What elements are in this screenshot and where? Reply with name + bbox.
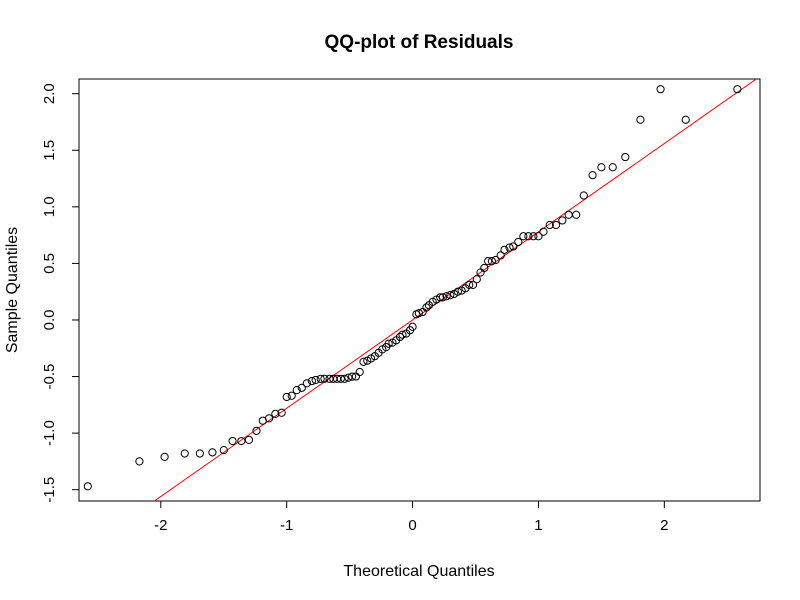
x-axis: -2 -1 0 1 2 [154, 501, 669, 534]
data-point [529, 232, 538, 241]
data-point [195, 449, 204, 458]
data-point [524, 232, 533, 241]
data-point [348, 372, 357, 381]
data-point [579, 191, 588, 200]
data-point [271, 409, 280, 418]
data-point [438, 293, 447, 302]
data-point [336, 374, 345, 383]
data-point [505, 243, 514, 252]
y-tick-label: -1.5 [41, 477, 58, 503]
data-point [422, 303, 431, 312]
data-point [359, 357, 368, 366]
x-tick-label: 2 [660, 517, 668, 534]
data-point [344, 373, 353, 382]
data-point [208, 448, 217, 457]
data-point [597, 163, 606, 172]
data-point [384, 339, 393, 348]
data-point [621, 152, 630, 162]
data-point [219, 445, 228, 455]
x-tick-label: 0 [408, 517, 416, 534]
y-tick-label: 1.0 [41, 196, 58, 217]
x-tick-label: -2 [154, 517, 167, 534]
data-point [277, 408, 286, 417]
y-axis: -1.5 -1.0 -0.5 0.0 0.5 1.0 1.5 2.0 [41, 83, 79, 503]
data-point [398, 330, 407, 339]
data-point [465, 280, 474, 290]
data-point [237, 436, 246, 446]
data-point [292, 386, 301, 395]
data-point [442, 292, 451, 301]
data-point [681, 115, 690, 124]
data-point [588, 171, 597, 180]
data-point [545, 220, 554, 230]
data-point [282, 392, 291, 402]
x-tick-label: -1 [280, 517, 293, 534]
data-point [228, 436, 237, 446]
data-point [408, 322, 417, 331]
data-point [316, 374, 325, 383]
data-point [551, 220, 561, 230]
y-tick-label: 0.0 [41, 310, 58, 331]
data-point [340, 374, 349, 383]
data-point [509, 242, 518, 251]
data-point [564, 210, 573, 219]
plot-frame [78, 78, 761, 502]
data-point [484, 257, 493, 266]
y-axis-label: Sample Quantiles [4, 227, 21, 353]
data-point [302, 379, 311, 388]
data-point [558, 216, 567, 225]
data-point [297, 383, 306, 392]
data-point [480, 263, 489, 273]
data-point [572, 210, 581, 219]
data-point [436, 293, 445, 302]
data-point [487, 257, 496, 266]
x-tick-label: 1 [534, 517, 542, 534]
data-point [656, 85, 665, 94]
data-point [83, 482, 92, 491]
data-point [244, 435, 254, 445]
chart-title: QQ-plot of Residuals [325, 32, 514, 53]
data-point [539, 227, 548, 236]
data-point [135, 457, 144, 466]
data-point [519, 232, 528, 241]
data-point [472, 275, 481, 284]
data-point [534, 232, 543, 241]
data-point [414, 309, 423, 318]
data-point [608, 163, 617, 172]
data-point [446, 290, 455, 300]
data-point [307, 376, 316, 386]
data-point [514, 237, 523, 247]
data-point [496, 251, 505, 260]
data-point [395, 332, 405, 342]
data-point [320, 374, 329, 383]
data-point [453, 287, 462, 296]
data-points [83, 85, 742, 491]
y-tick-label: 0.5 [41, 253, 58, 274]
data-point [636, 115, 645, 124]
data-point [733, 85, 742, 94]
data-point [264, 414, 274, 423]
y-tick-label: -0.5 [41, 364, 58, 390]
y-tick-label: 2.0 [41, 83, 58, 104]
data-point [355, 367, 364, 377]
data-point [180, 449, 189, 458]
x-axis-label: Theoretical Quantiles [343, 563, 494, 580]
data-point [468, 280, 478, 290]
data-point [252, 426, 261, 435]
data-point [160, 452, 169, 461]
data-point [287, 391, 296, 400]
y-tick-label: -1.0 [41, 420, 58, 446]
data-point [311, 375, 320, 385]
y-tick-label: 1.5 [41, 140, 58, 161]
data-point [491, 255, 500, 265]
data-point [500, 245, 509, 254]
